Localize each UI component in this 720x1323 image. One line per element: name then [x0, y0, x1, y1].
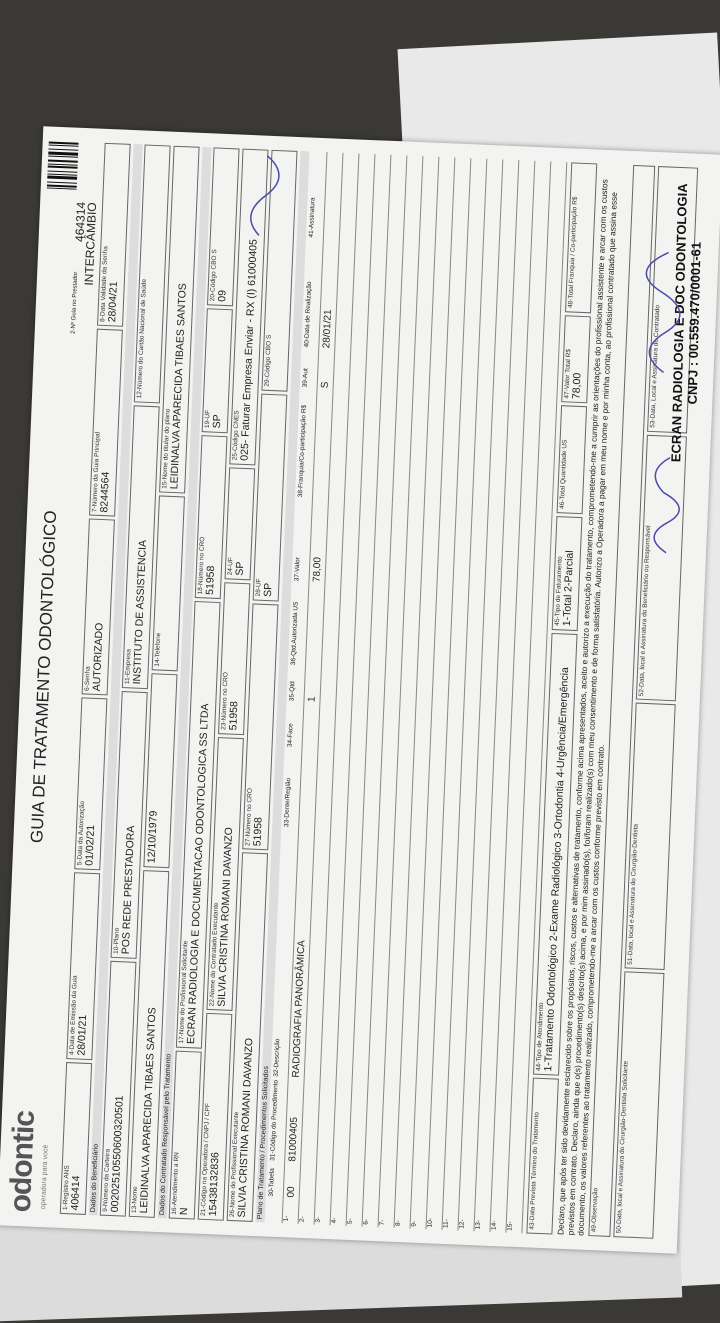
- barcode-bar: [48, 148, 79, 151]
- barcode-bar: [46, 187, 77, 190]
- header: odontic operadora para você GUIA DE TRAT…: [4, 140, 105, 1213]
- signature-scribble: [645, 251, 681, 374]
- barcode-bar: [48, 144, 79, 147]
- barcode-bar: [47, 165, 78, 169]
- barcode-bar: [48, 151, 79, 156]
- barcode-bar: [48, 141, 79, 145]
- barcode-bar: [47, 163, 78, 166]
- signature-scribble: [250, 155, 280, 236]
- barcode-bar: [47, 173, 78, 176]
- barcode-bar: [46, 184, 77, 188]
- page: Guia {"header": {"logo": "odontic", "log…: [0, 32, 720, 1323]
- barcode-bar: [46, 181, 77, 184]
- barcode: [46, 141, 79, 190]
- barcode-bar: [47, 170, 78, 173]
- handwriting: [250, 155, 681, 554]
- signature-scribble: [653, 457, 680, 554]
- barcode-bar: [47, 175, 78, 180]
- barcode-bar: [47, 159, 78, 163]
- form: odontic operadora para você GUIA DE TRAT…: [0, 126, 720, 1254]
- barcode-bar: [48, 155, 79, 158]
- photo: odontic operadora para você GUIA DE TRAT…: [0, 32, 720, 1323]
